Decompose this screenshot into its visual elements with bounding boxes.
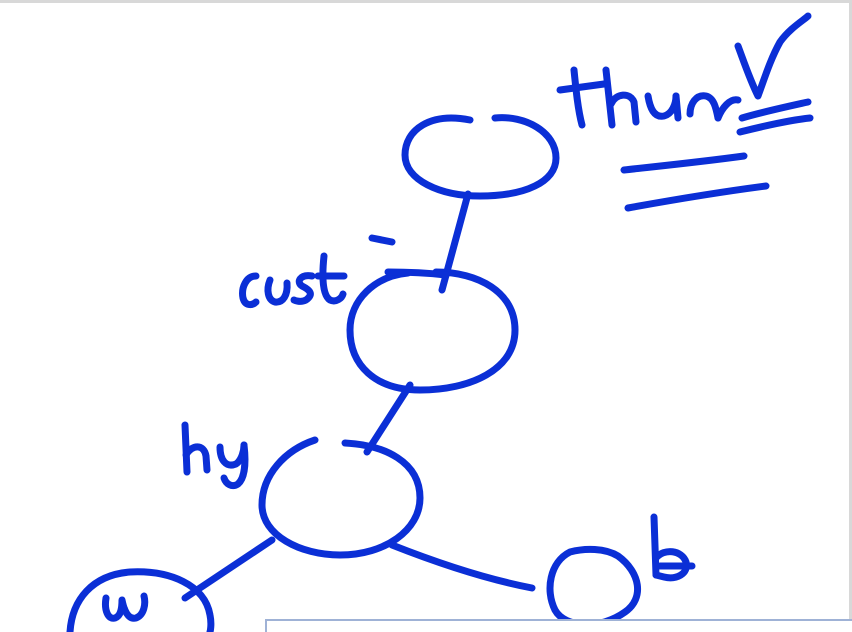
window-right-border	[849, 0, 852, 632]
node-b	[546, 545, 642, 628]
node-w	[66, 568, 215, 632]
label-hy	[181, 421, 249, 490]
edge-hy-to-w	[181, 536, 276, 602]
check-icon	[734, 12, 812, 100]
label-b	[650, 513, 696, 582]
double-underline	[620, 98, 814, 212]
edge-cust-to-hy	[363, 381, 414, 456]
label-w	[102, 592, 149, 622]
window-top-border	[0, 0, 852, 3]
bottom-panel-edge	[265, 619, 852, 632]
node-top	[401, 114, 560, 200]
label-cust	[239, 234, 450, 309]
label-thm	[556, 66, 742, 129]
node-cust	[346, 268, 519, 394]
node-hy	[258, 436, 424, 559]
edge-hy-to-b	[388, 541, 536, 592]
